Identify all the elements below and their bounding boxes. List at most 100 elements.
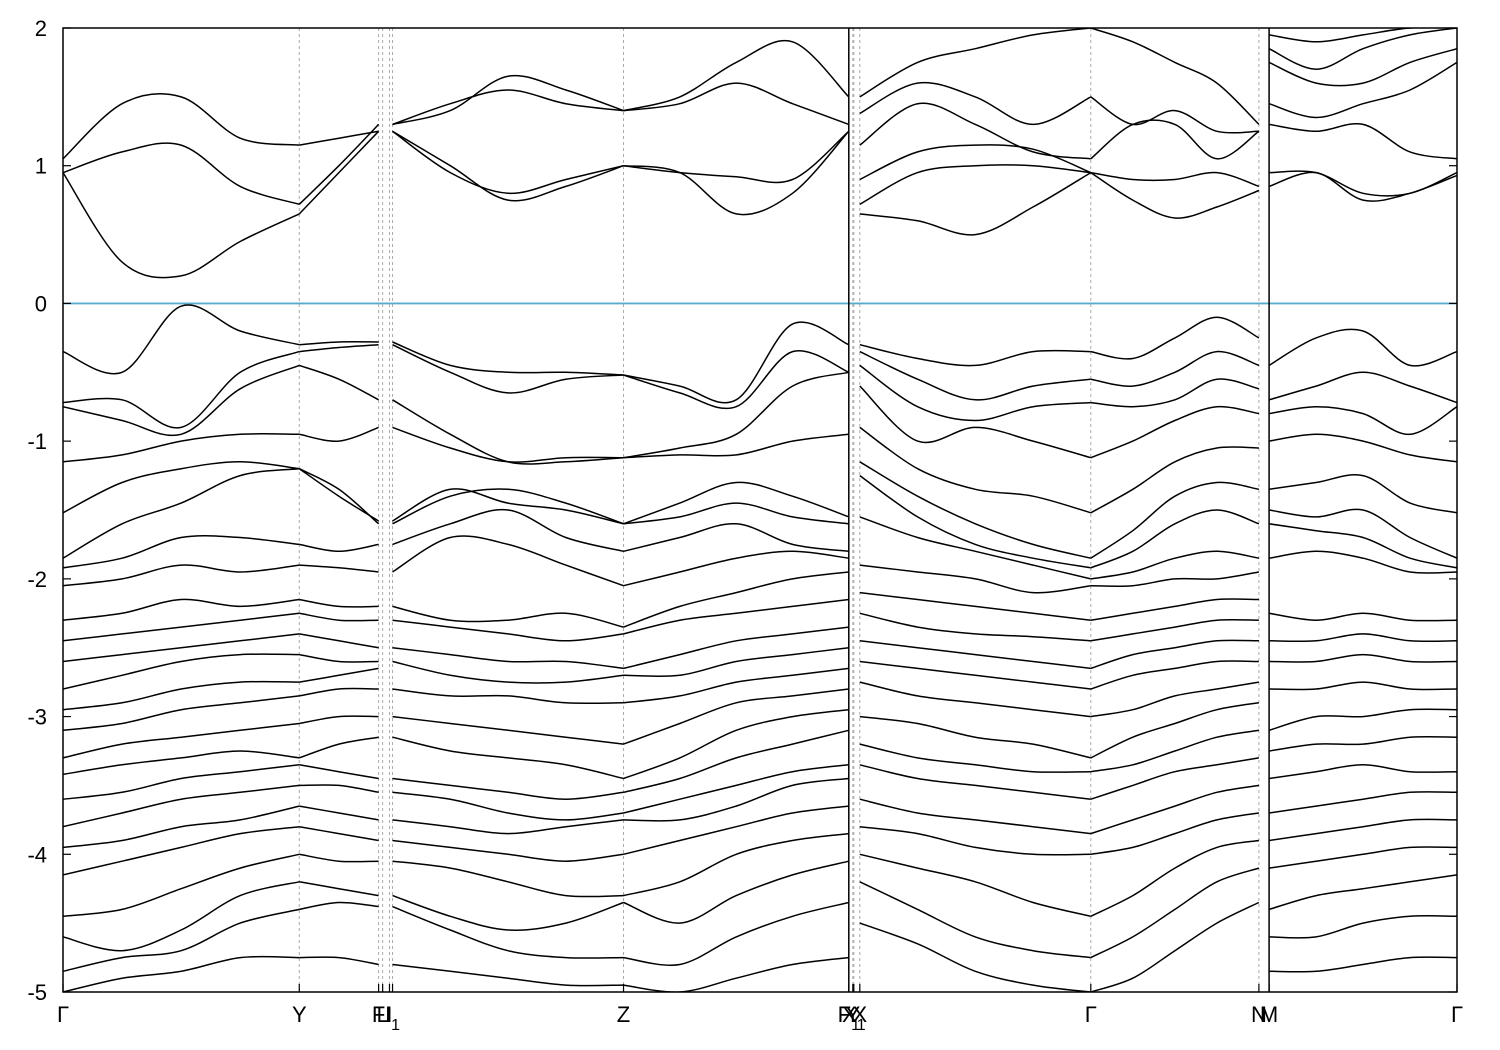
band-line xyxy=(63,825,300,876)
band-line xyxy=(392,130,624,195)
band-line xyxy=(623,832,849,897)
band-line xyxy=(63,764,300,800)
band-line xyxy=(1090,812,1260,856)
band-line xyxy=(299,687,379,697)
band-line xyxy=(859,681,1091,718)
band-line xyxy=(859,564,1091,594)
band-line xyxy=(623,550,849,587)
band-line xyxy=(1268,47,1457,87)
x-tick-label: X xyxy=(852,1002,867,1027)
band-line xyxy=(63,564,300,587)
band-line xyxy=(392,860,624,898)
band-line xyxy=(859,461,1091,559)
band-line xyxy=(859,660,1091,690)
band-line xyxy=(299,543,379,553)
band-line xyxy=(1090,729,1260,773)
y-tick-label: -5 xyxy=(27,980,47,1005)
band-line xyxy=(623,626,849,670)
band-line xyxy=(1268,508,1457,559)
band-line xyxy=(623,708,849,780)
x-tick-label: I1 xyxy=(385,1002,400,1034)
band-line xyxy=(1268,735,1457,752)
band-line xyxy=(623,571,849,628)
band-line xyxy=(392,341,624,376)
band-line xyxy=(299,612,379,622)
band-line xyxy=(1268,171,1457,202)
band-line xyxy=(392,905,624,959)
band-line xyxy=(392,777,624,800)
band-line xyxy=(1268,328,1457,367)
band-line xyxy=(392,688,624,705)
band-line xyxy=(63,142,300,206)
y-tick-label: -3 xyxy=(27,705,47,730)
band-line xyxy=(392,535,624,587)
band-line xyxy=(299,956,379,966)
band-line xyxy=(1090,901,1260,992)
band-line xyxy=(1090,405,1260,459)
band-line xyxy=(1090,839,1260,917)
band-line xyxy=(1090,681,1260,718)
band-line xyxy=(859,385,1092,459)
x-tick-subscript: 1 xyxy=(391,1017,400,1034)
y-tick-label: 2 xyxy=(35,16,47,41)
band-line xyxy=(63,908,300,973)
band-line xyxy=(299,343,379,353)
band-line xyxy=(859,81,1092,126)
band-line xyxy=(859,715,1091,759)
band-line xyxy=(392,660,624,684)
band-line xyxy=(623,688,849,745)
band-line xyxy=(1090,350,1260,387)
band-line xyxy=(392,646,624,670)
band-line xyxy=(859,343,1091,367)
band-line xyxy=(623,646,849,678)
band-line xyxy=(859,164,1091,205)
band-line xyxy=(63,653,300,690)
band-line xyxy=(63,364,300,437)
band-line xyxy=(859,474,1091,569)
y-tick-label: 1 xyxy=(35,154,47,179)
band-line xyxy=(63,93,300,160)
band-line xyxy=(1090,618,1259,642)
band-line xyxy=(299,784,379,794)
band-line xyxy=(623,729,849,794)
band-line xyxy=(1090,481,1260,559)
band-line xyxy=(63,467,300,559)
band-line xyxy=(299,881,379,897)
band-line xyxy=(299,598,379,608)
band-line xyxy=(1269,633,1457,643)
band-line xyxy=(623,502,849,525)
band-line xyxy=(1268,28,1457,43)
band-line xyxy=(623,130,850,216)
band-line xyxy=(392,839,624,862)
band-line xyxy=(623,777,849,822)
x-tick-label: Γ xyxy=(1451,1002,1463,1027)
band-line xyxy=(1090,171,1260,188)
band-line xyxy=(1269,653,1457,663)
band-line xyxy=(1090,757,1260,800)
band-line xyxy=(63,534,300,569)
x-tick-label: N xyxy=(1251,1002,1267,1027)
band-line xyxy=(392,715,624,745)
band-line xyxy=(859,28,1091,98)
band-line xyxy=(1268,846,1457,869)
band-line xyxy=(392,488,624,525)
band-line xyxy=(859,798,1091,835)
band-line xyxy=(299,901,379,911)
band-line xyxy=(1268,550,1457,574)
band-line xyxy=(392,399,624,465)
band-line xyxy=(299,715,379,725)
x-tick-label: M xyxy=(1260,1002,1278,1027)
band-line xyxy=(63,805,300,849)
band-line xyxy=(299,426,379,442)
band-line xyxy=(1268,61,1457,119)
band-line xyxy=(63,881,300,952)
band-line xyxy=(1090,378,1260,408)
x-tick-label: Γ xyxy=(57,1002,69,1027)
y-tick-label: -2 xyxy=(27,567,47,592)
band-line xyxy=(623,667,849,704)
band-line xyxy=(1268,708,1457,732)
band-line xyxy=(623,371,849,459)
band-line xyxy=(63,695,300,732)
